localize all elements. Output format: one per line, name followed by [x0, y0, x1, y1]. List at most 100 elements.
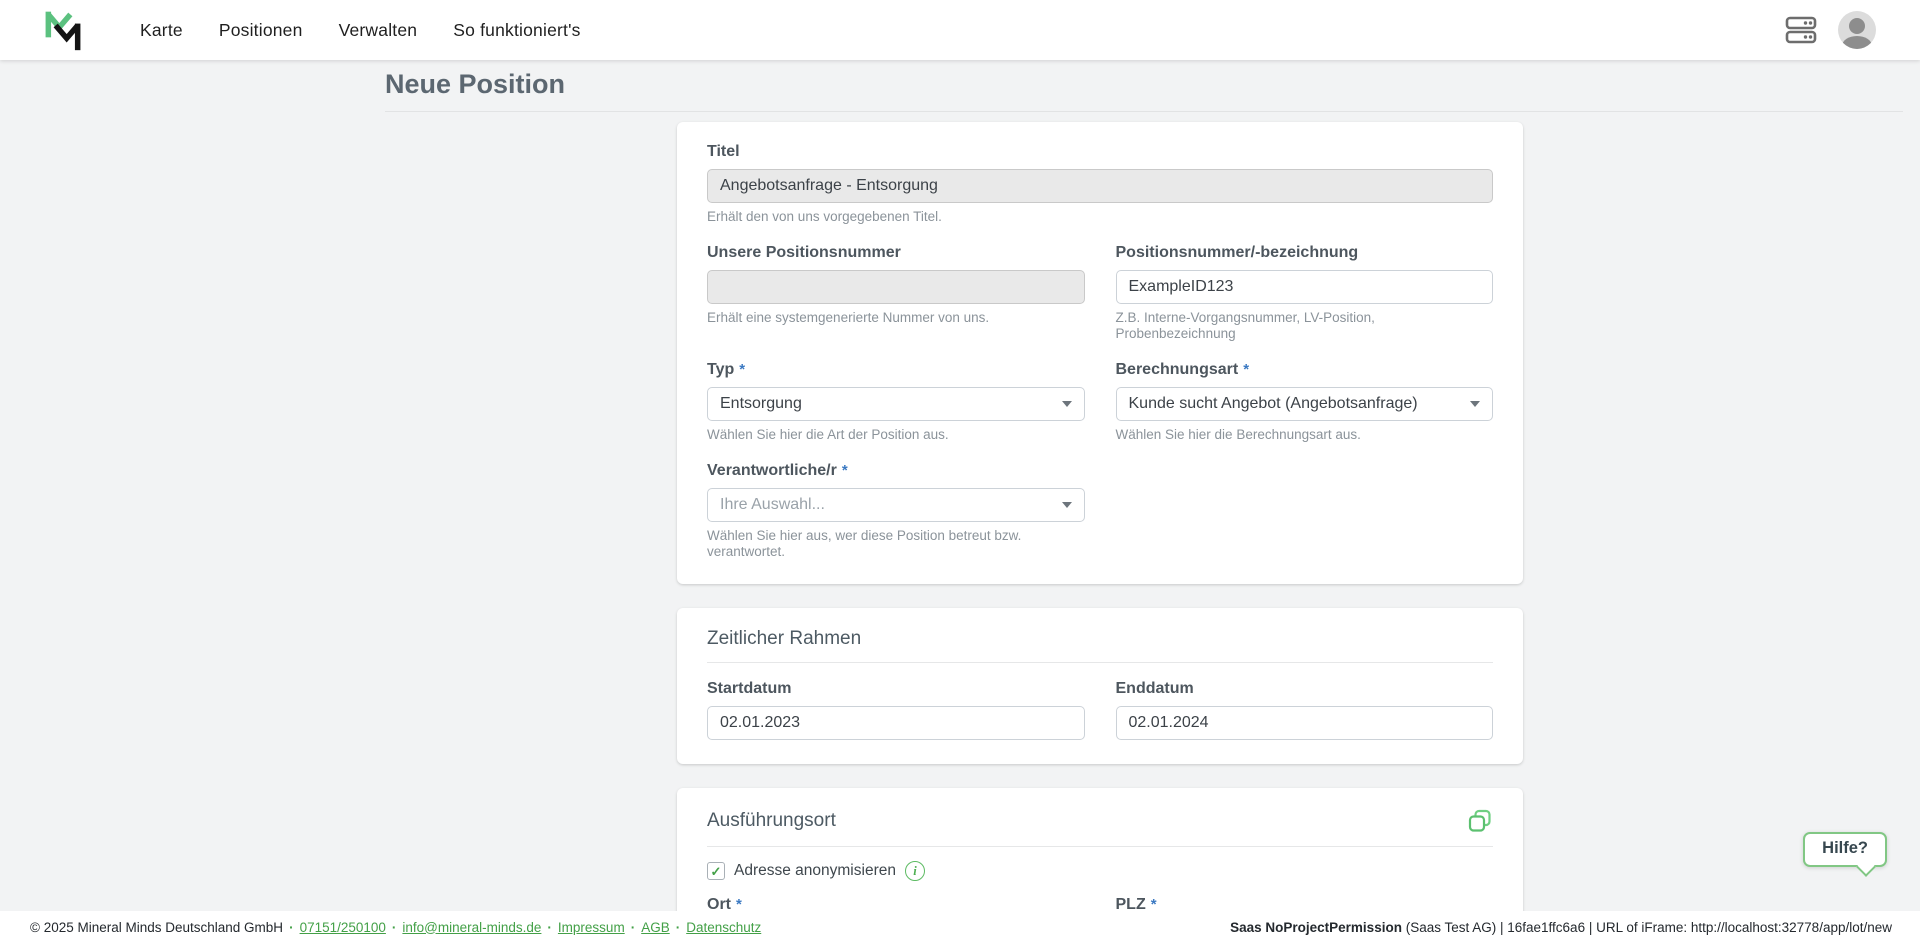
footer-right: Saas NoProjectPermission (Saas Test AG) …	[1230, 920, 1892, 935]
footer-separator: ·	[675, 919, 681, 935]
ausfuehrungsort-heading: Ausführungsort	[707, 810, 836, 831]
plz-label: PLZ *	[1116, 895, 1494, 911]
user-avatar[interactable]	[1838, 11, 1876, 49]
ort-plz-row: Ort * PLZ *	[707, 895, 1493, 911]
typ-helper: Wählen Sie hier die Art der Position aus…	[707, 427, 949, 442]
zeitlicher-rahmen-card: Zeitlicher Rahmen Startdatum Enddatum	[677, 608, 1523, 764]
adresse-anonymisieren-checkbox[interactable]: ✓	[707, 862, 725, 880]
page-title: Neue Position	[385, 69, 566, 99]
plz-field: PLZ *	[1116, 895, 1494, 911]
footer-phone-link[interactable]: 07151/250100	[299, 919, 386, 935]
typ-label-text: Typ	[707, 361, 735, 378]
footer-separator: ·	[547, 919, 552, 935]
footer-email-link[interactable]: info@mineral-minds.de	[402, 919, 542, 935]
nummer-row: Unsere Positionsnummer Erhält eine syste…	[707, 243, 1493, 342]
footer-app-name: Saas NoProjectPermission	[1230, 919, 1402, 935]
typ-select[interactable]: Entsorgung	[707, 387, 1085, 421]
footer-separator: ·	[391, 919, 397, 935]
verantwortliche-row-spacer	[1116, 461, 1494, 560]
footer-agb-link[interactable]: AGB	[641, 919, 670, 935]
typ-label: Typ *	[707, 360, 1085, 379]
footer-datenschutz-link[interactable]: Datenschutz	[686, 919, 762, 935]
typ-field: Typ * Entsorgung Wählen Sie hier die Art…	[707, 360, 1085, 443]
positionsnummer-field: Positionsnummer/-bezeichnung Z.B. Intern…	[1115, 243, 1494, 342]
titel-input	[707, 169, 1493, 203]
titel-field: Titel Erhält den von uns vorgegebenen Ti…	[707, 142, 1493, 225]
typ-required-marker: *	[739, 361, 746, 378]
info-icon[interactable]: i	[904, 861, 925, 881]
form-cards: Titel Erhält den von uns vorgegebenen Ti…	[677, 122, 1523, 911]
positionsnummer-label: Positionsnummer/-bezeichnung	[1116, 243, 1494, 262]
navbar-right	[1784, 11, 1920, 49]
section-divider	[707, 662, 1493, 663]
nav-item-karte[interactable]: Karte	[140, 19, 183, 40]
enddatum-input[interactable]	[1115, 706, 1493, 740]
position-details-card: Titel Erhält den von uns vorgegebenen Ti…	[677, 122, 1523, 584]
anonymisieren-row: ✓ Adresse anonymisieren i	[707, 861, 1493, 881]
footer-separator: ·	[289, 919, 294, 935]
positionsnummer-helper: Z.B. Interne-Vorgangsnummer, LV-Position…	[1115, 310, 1375, 341]
plz-label-text: PLZ	[1115, 896, 1146, 911]
ausfuehrungsort-card: Ausführungsort ✓ Adresse anonymisieren i…	[677, 788, 1523, 911]
chevron-down-icon	[1061, 401, 1072, 407]
ausfuehrungsort-heading-row: Ausführungsort	[707, 808, 1493, 834]
footer: © 2025 Mineral Minds Deutschland GmbH · …	[0, 911, 1920, 943]
section-divider	[707, 846, 1493, 847]
verantwortliche-field: Verantwortliche/r * Ihre Auswahl... Wähl…	[707, 461, 1085, 560]
nav-item-verwalten[interactable]: Verwalten	[338, 19, 418, 40]
startdatum-label: Startdatum	[707, 679, 1085, 698]
berechnungsart-label: Berechnungsart *	[1116, 360, 1494, 379]
ort-required-marker: *	[736, 896, 742, 911]
startdatum-input[interactable]	[707, 706, 1085, 740]
help-button[interactable]: Hilfe?	[1803, 832, 1887, 877]
verantwortliche-label-text: Verantwortliche/r	[707, 462, 837, 479]
positionsnummer-input[interactable]	[1115, 270, 1493, 304]
berechnungsart-required-marker: *	[1243, 361, 1250, 378]
footer-left: © 2025 Mineral Minds Deutschland GmbH · …	[30, 920, 761, 935]
verantwortliche-select[interactable]: Ihre Auswahl...	[707, 488, 1085, 522]
berechnungsart-select[interactable]: Kunde sucht Angebot (Angebotsanfrage)	[1115, 387, 1493, 421]
startdatum-label-text: Startdatum	[707, 680, 792, 697]
mineral-minds-logo-icon[interactable]	[40, 7, 86, 53]
checkmark-icon: ✓	[710, 863, 722, 879]
page-content: Neue Position Titel Erhält den von uns v…	[0, 60, 1920, 911]
footer-impressum-link[interactable]: Impressum	[557, 919, 625, 935]
main-nav: Karte Positionen Verwalten So funktionie…	[140, 20, 581, 41]
top-navbar: Karte Positionen Verwalten So funktionie…	[0, 0, 1920, 60]
verantwortliche-helper: Wählen Sie hier aus, wer diese Position …	[707, 528, 1022, 559]
titel-label: Titel	[707, 142, 1493, 161]
server-rack-icon[interactable]	[1784, 14, 1818, 46]
ort-field: Ort *	[707, 895, 1085, 911]
berechnungsart-field: Berechnungsart * Kunde sucht Angebot (An…	[1115, 360, 1494, 443]
copy-icon[interactable]	[1467, 808, 1493, 834]
unsere-positionsnummer-field: Unsere Positionsnummer Erhält eine syste…	[707, 243, 1085, 342]
title-divider	[385, 111, 1903, 112]
unsere-positionsnummer-label-text: Unsere Positionsnummer	[707, 244, 901, 261]
positionsnummer-label-text: Positionsnummer/-bezeichnung	[1115, 244, 1359, 261]
unsere-positionsnummer-label: Unsere Positionsnummer	[707, 243, 1085, 262]
verantwortliche-select-placeholder: Ihre Auswahl...	[720, 496, 825, 513]
footer-app-info: (Saas Test AG) | 16fae1ffc6a6 | URL of i…	[1401, 919, 1892, 935]
ort-label-text: Ort	[707, 896, 731, 911]
titel-helper: Erhält den von uns vorgegebenen Titel.	[707, 209, 942, 224]
startdatum-field: Startdatum	[707, 679, 1085, 740]
enddatum-field: Enddatum	[1115, 679, 1494, 740]
verantwortliche-required-marker: *	[841, 462, 848, 479]
unsere-positionsnummer-helper: Erhält eine systemgenerierte Nummer von …	[707, 310, 990, 325]
berechnungsart-select-value: Kunde sucht Angebot (Angebotsanfrage)	[1128, 395, 1418, 412]
berechnungsart-helper: Wählen Sie hier die Berechnungsart aus.	[1115, 427, 1361, 442]
verantwortliche-label: Verantwortliche/r *	[707, 461, 1085, 480]
enddatum-label: Enddatum	[1116, 679, 1494, 698]
typ-berechnungsart-row: Typ * Entsorgung Wählen Sie hier die Art…	[707, 360, 1493, 443]
nav-item-positionen[interactable]: Positionen	[218, 19, 303, 40]
help-button-label: Hilfe?	[1822, 839, 1868, 857]
nav-item-so-funktionierts[interactable]: So funktioniert's	[453, 19, 581, 40]
avatar-head-icon	[1849, 18, 1865, 34]
chevron-down-icon	[1470, 401, 1480, 407]
avatar-body-icon	[1842, 36, 1872, 49]
unsere-positionsnummer-input	[707, 270, 1085, 304]
verantwortliche-row: Verantwortliche/r * Ihre Auswahl... Wähl…	[707, 461, 1493, 560]
typ-select-value: Entsorgung	[720, 395, 802, 412]
titel-label-text: Titel	[707, 143, 740, 160]
zeitlicher-rahmen-heading: Zeitlicher Rahmen	[707, 628, 862, 649]
